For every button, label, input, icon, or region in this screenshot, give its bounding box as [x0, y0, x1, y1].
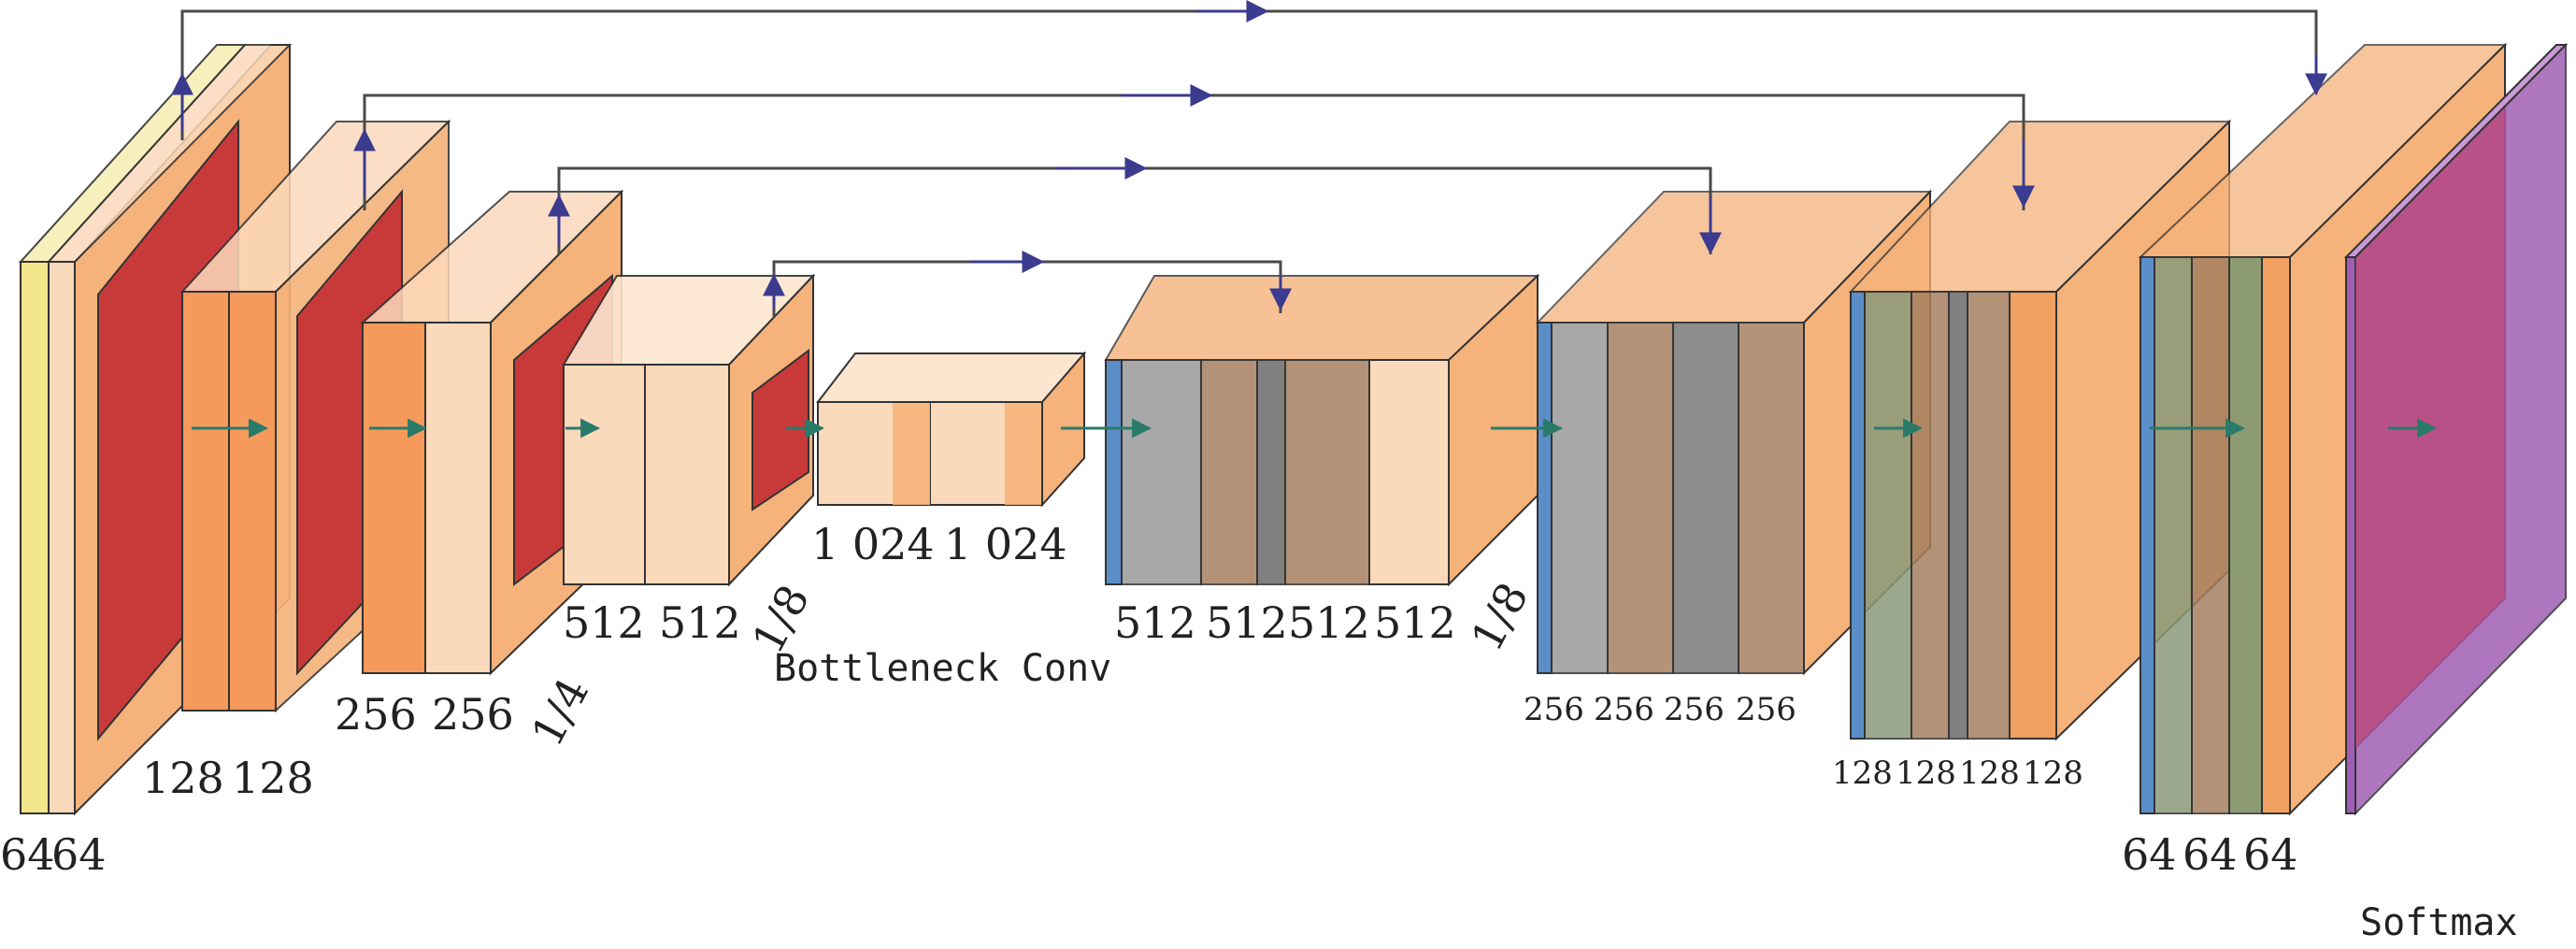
dec4-label-c: 512 — [1288, 597, 1370, 648]
enc3-label-a: 256 — [335, 689, 417, 740]
enc4-label-b: 512 — [659, 597, 741, 648]
dec3-label-a: 256 — [1524, 691, 1584, 728]
enc4-label-a: 512 — [563, 597, 645, 648]
bottleneck-label-a: 1 024 — [811, 519, 935, 569]
dec2-label-b: 128 — [1896, 755, 1956, 792]
dec4-label-a: 512 — [1114, 597, 1196, 648]
skip-connection-1 — [182, 11, 2316, 140]
dec1-label-a: 64 — [2122, 829, 2177, 880]
dec3-label-b: 256 — [1594, 691, 1654, 728]
dec4-label-d: 512 — [1374, 597, 1456, 648]
softmax-label: Softmax — [2360, 901, 2518, 944]
dec4-label-b: 512 — [1206, 597, 1288, 648]
encoder-stage-4 — [564, 276, 813, 584]
dec2-label-c: 128 — [1959, 755, 2020, 792]
enc3-label-b: 256 — [432, 689, 514, 740]
bottleneck-block — [818, 353, 1084, 505]
enc1-label-b: 64 — [51, 829, 107, 880]
enc1-label-a: 64 — [0, 829, 55, 880]
scale-label-quarter: 1/4 — [522, 669, 598, 755]
dec2-label-a: 128 — [1832, 755, 1893, 792]
decoder-stage-4 — [1106, 276, 1538, 584]
bottleneck-caption: Bottleneck Conv — [774, 647, 1111, 690]
bottleneck-label-b: 1 024 — [944, 519, 1067, 569]
dec3-label-d: 256 — [1736, 691, 1796, 728]
scale-label-eighth-right: 1/8 — [1461, 574, 1538, 659]
dec3-label-c: 256 — [1664, 691, 1724, 728]
dec2-label-d: 128 — [2023, 755, 2083, 792]
dec1-label-b: 64 — [2182, 829, 2238, 880]
dec1-label-c: 64 — [2243, 829, 2298, 880]
enc2-label-b: 128 — [232, 753, 314, 803]
skip-connection-3 — [559, 168, 1710, 254]
enc2-label-a: 128 — [142, 753, 224, 803]
